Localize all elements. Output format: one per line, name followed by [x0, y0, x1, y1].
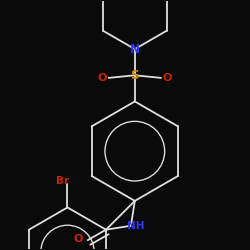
Text: NH: NH [127, 221, 145, 231]
Text: O: O [98, 73, 107, 83]
Text: O: O [74, 234, 83, 244]
Text: O: O [163, 73, 172, 83]
Text: S: S [130, 69, 139, 82]
Text: Br: Br [56, 176, 69, 186]
Text: N: N [130, 42, 140, 56]
